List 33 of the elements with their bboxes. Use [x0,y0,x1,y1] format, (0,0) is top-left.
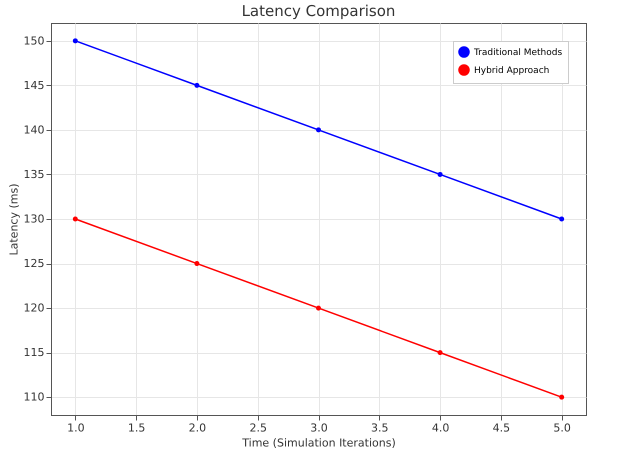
point [316,127,321,132]
y-tick-label: 140 [24,123,44,136]
y-tick-label: 125 [24,257,44,270]
y-tick-label: 110 [24,390,44,404]
point [72,216,78,222]
y-tick-label: 135 [24,168,44,181]
point [316,306,321,311]
x-tick-label: 2.0 [188,422,206,434]
x-tick-label: 4.0 [432,422,450,434]
point [438,172,443,177]
x-tick-label: 3.5 [371,422,389,434]
point [194,82,200,88]
y-axis-title: Latency (ms) [8,183,21,256]
point [72,38,78,44]
point [438,350,443,356]
legend-label: Hybrid Approach [474,66,550,76]
point [194,261,200,266]
y-tick-label: 115 [24,346,44,360]
point [559,394,564,400]
y-tick-label: 145 [24,78,44,92]
legend-label: Traditional Methods [473,48,562,58]
y-tick-label: 150 [24,34,44,48]
x-tick-label: 2.5 [249,422,267,434]
point [559,216,564,222]
x-tick-label: 1.0 [67,422,85,434]
y-tick-label: 120 [24,302,44,315]
x-tick-label: 3.0 [310,422,328,434]
y-tick-label: 130 [24,212,44,226]
x-axis-title: Time (Simulation Iterations) [241,436,396,450]
x-tick-label: 4.5 [492,422,510,434]
x-tick-label: 1.5 [128,422,146,434]
chart-title: Latency Comparison [242,2,396,20]
x-tick-label: 5.0 [553,422,571,434]
